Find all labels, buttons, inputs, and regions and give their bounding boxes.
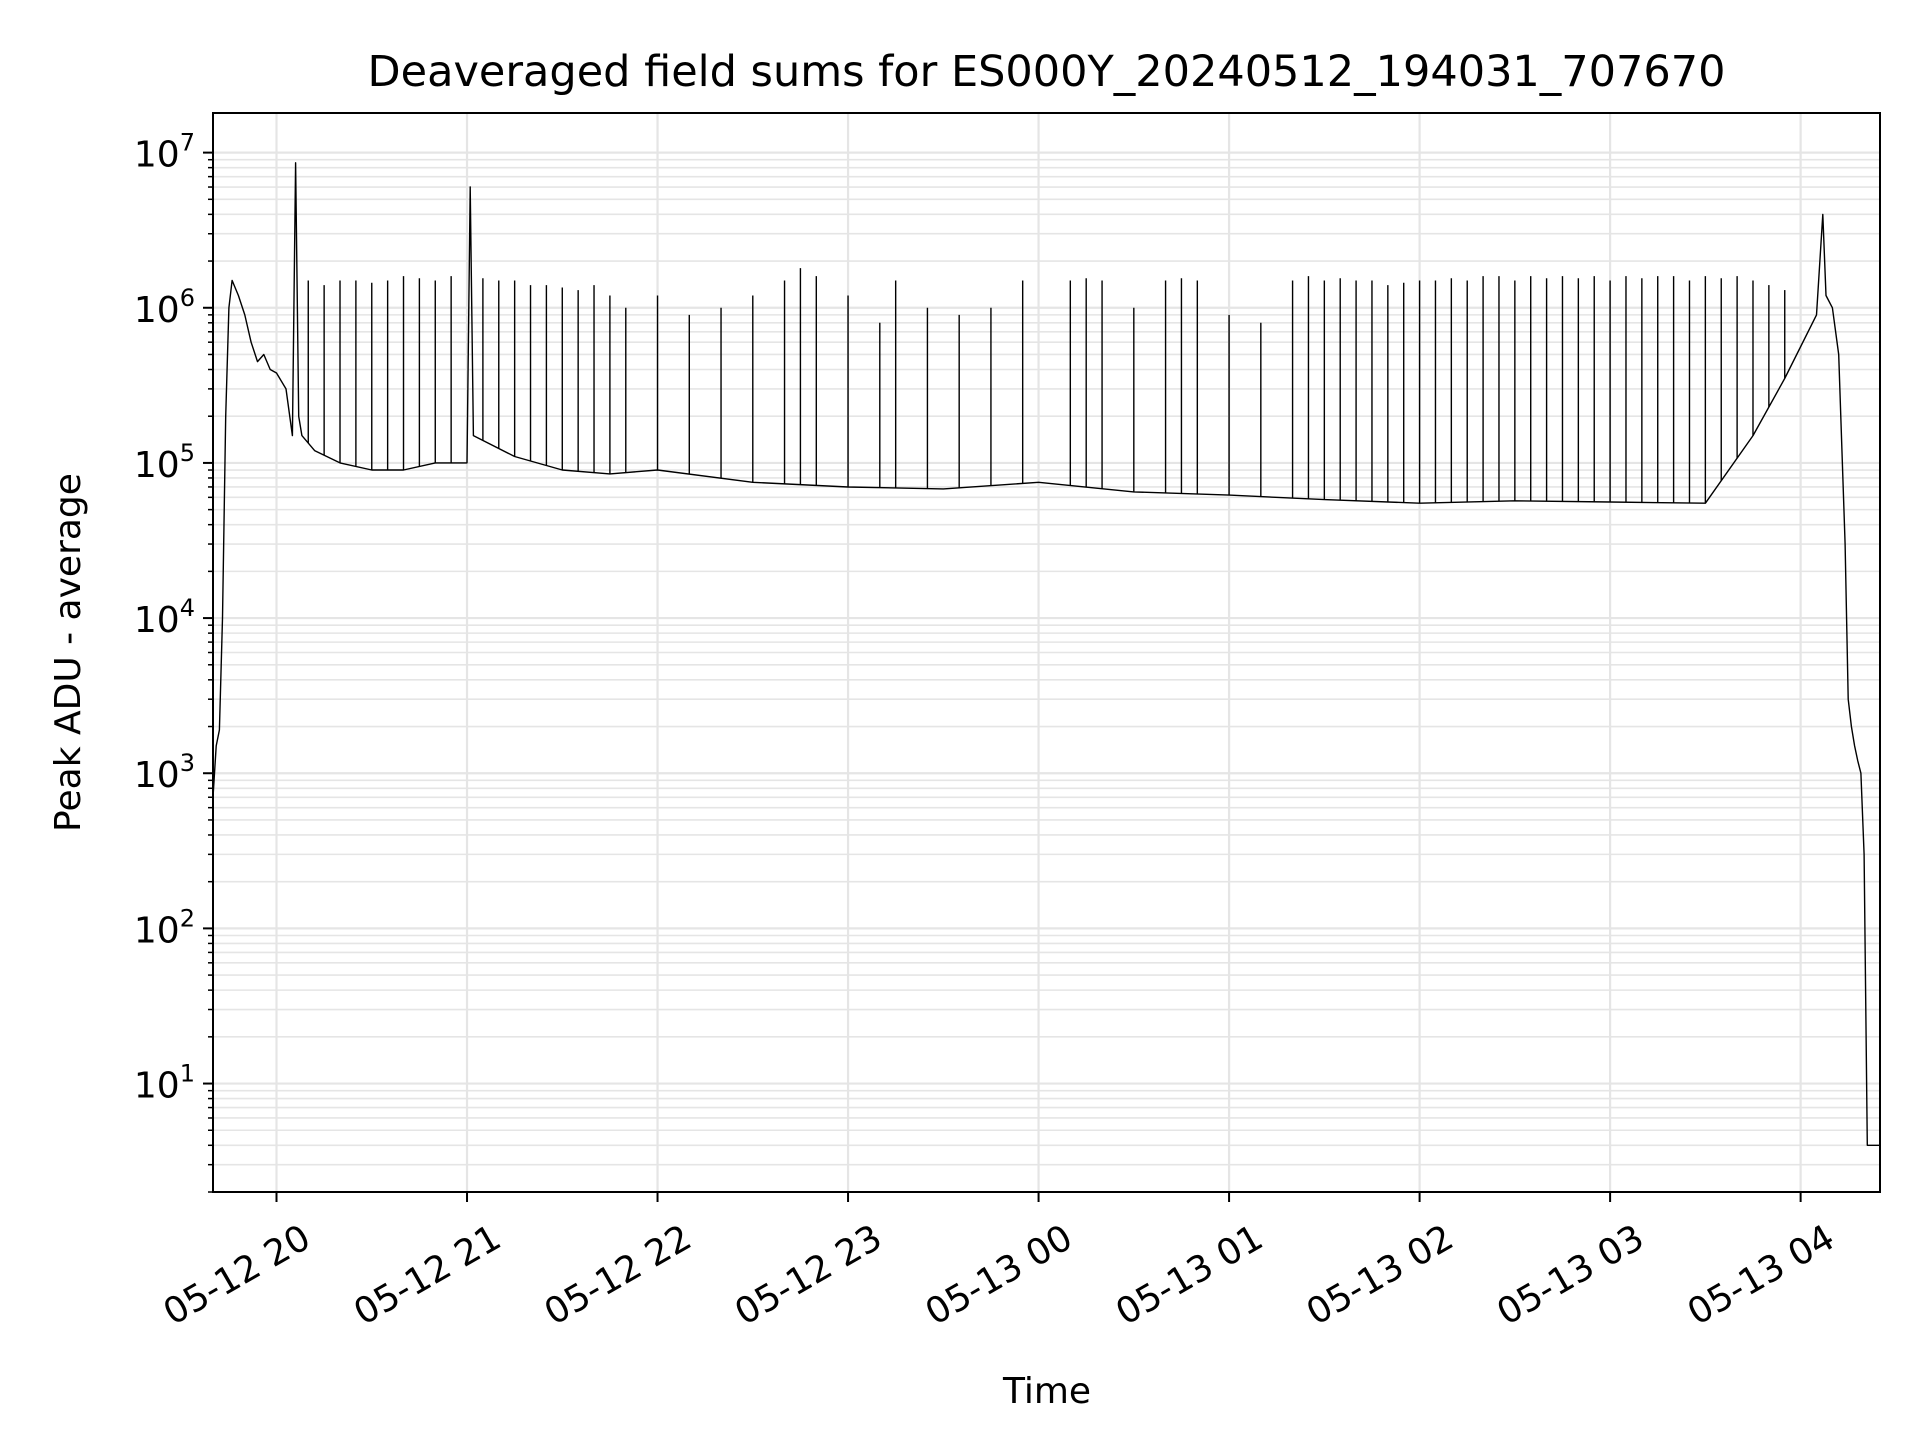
y-tick-label: 105	[134, 439, 195, 486]
chart-title: Deaveraged field sums for ES000Y_2024051…	[368, 47, 1726, 97]
data-layer	[212, 162, 1880, 1147]
y-tick-base: 10	[134, 910, 180, 951]
y-tick-label: 107	[134, 129, 195, 176]
y-axis-label: Peak ADU - average	[48, 473, 89, 832]
x-axis-label: Time	[1002, 1371, 1091, 1412]
y-tick-label: 103	[134, 749, 195, 796]
y-tick-label: 101	[134, 1060, 195, 1107]
y-tick-base: 10	[134, 600, 180, 641]
grid	[213, 113, 1880, 1193]
y-tick-base: 10	[134, 135, 180, 176]
y-tick-base: 10	[134, 755, 180, 796]
y-tick-exponent: 3	[180, 749, 195, 777]
y-tick-exponent: 1	[180, 1060, 195, 1088]
y-tick-label: 106	[134, 284, 195, 331]
y-tick-exponent: 4	[180, 594, 195, 622]
y-tick-label: 104	[134, 594, 195, 641]
y-tick-exponent: 6	[180, 284, 195, 312]
y-tick-exponent: 5	[180, 439, 195, 467]
y-tick-label: 102	[134, 904, 195, 951]
y-tick-base: 10	[134, 1066, 180, 1107]
y-tick-base: 10	[134, 290, 180, 331]
series-line	[212, 162, 1880, 1147]
y-tick-exponent: 7	[180, 129, 195, 157]
y-tick-exponent: 2	[180, 904, 195, 932]
y-tick-base: 10	[134, 445, 180, 486]
